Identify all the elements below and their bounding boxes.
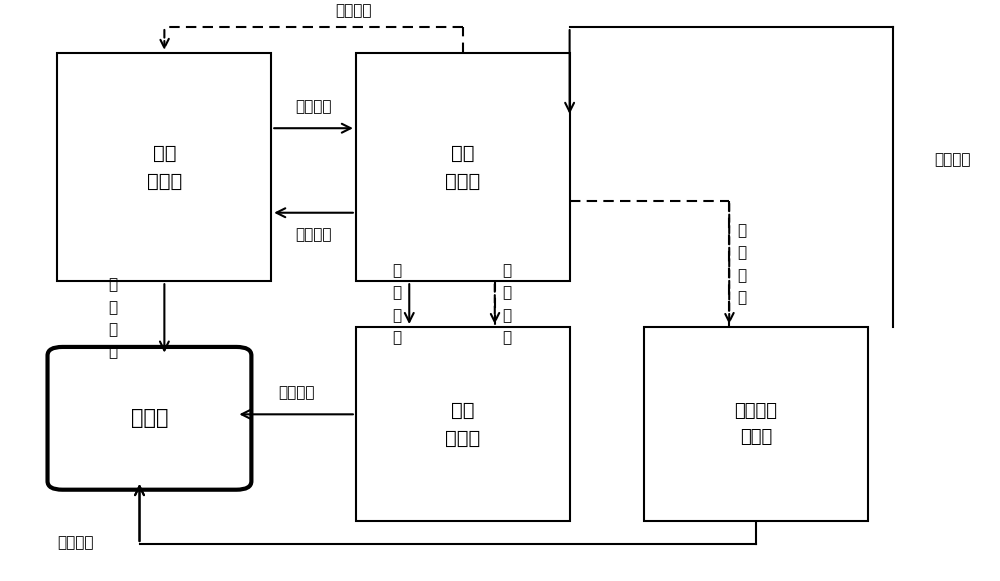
Text: 电
力
供
应: 电 力 供 应	[737, 223, 746, 305]
Bar	[644, 327, 868, 521]
Text: 电力供应: 电力供应	[335, 3, 372, 19]
Text: 控
制
力
矩: 控 制 力 矩	[108, 278, 117, 359]
Text: 卸
载
指
令: 卸 载 指 令	[392, 263, 401, 345]
Text: 卸载力矩: 卸载力矩	[278, 385, 314, 400]
Text: 外部环境: 外部环境	[57, 536, 94, 550]
Text: 作动
子系统: 作动 子系统	[147, 144, 182, 191]
Text: 姿态确定
子系统: 姿态确定 子系统	[735, 402, 778, 446]
FancyBboxPatch shape	[48, 347, 251, 490]
Text: 卸载
子系统: 卸载 子系统	[445, 400, 480, 447]
Text: 电
力
供
应: 电 力 供 应	[503, 263, 512, 345]
Bar	[356, 327, 570, 521]
Text: 航天器: 航天器	[131, 408, 168, 428]
Bar	[356, 53, 570, 281]
Text: 姿态信息: 姿态信息	[935, 152, 971, 167]
Text: 转速反馈: 转速反馈	[295, 99, 332, 114]
Text: 驱动
子系统: 驱动 子系统	[445, 144, 480, 191]
Text: 控制指令: 控制指令	[295, 227, 332, 242]
Bar	[57, 53, 271, 281]
